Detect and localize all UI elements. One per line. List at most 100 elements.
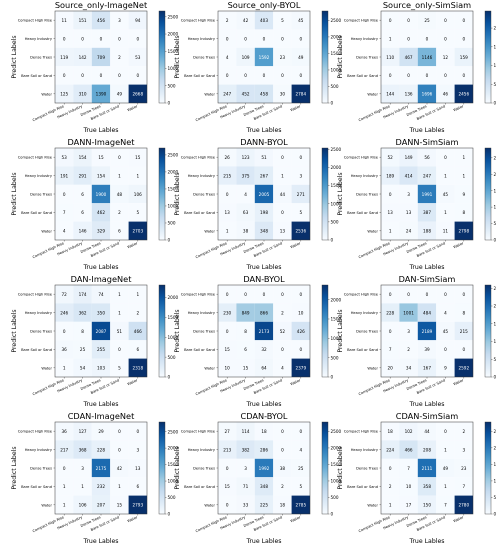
- heatmap-cell: [273, 358, 292, 377]
- cell-value-label: 4: [63, 229, 66, 234]
- y-tick-label: Water: [204, 366, 215, 370]
- cell-value-label: 866: [260, 310, 268, 315]
- heatmap-cell: [110, 458, 129, 478]
- cell-value-label: 368: [79, 447, 87, 452]
- heatmap-cell: [291, 203, 310, 222]
- cell-value-label: 208: [423, 447, 431, 452]
- cell-value-label: 9: [462, 192, 465, 197]
- heatmap-cell: [91, 340, 111, 359]
- cell-value-label: 348: [260, 229, 268, 234]
- heatmap-cell: [218, 340, 237, 359]
- x-tick-label: Water: [127, 241, 139, 249]
- heatmap-cell: [454, 495, 473, 514]
- cell-value-label: 1001: [403, 310, 414, 315]
- heatmap-cell: [55, 47, 74, 67]
- heatmap-cell: [218, 285, 237, 304]
- colorbar-tick-label: 1500: [168, 315, 179, 320]
- y-tick-label: Water: [367, 92, 378, 96]
- cell-value-label: 51: [117, 329, 123, 334]
- heatmap-cell: [454, 166, 473, 185]
- y-axis-label: Predict Labels: [11, 172, 18, 215]
- heatmap-cell: [218, 29, 237, 48]
- cell-value-label: 142: [79, 55, 87, 60]
- cell-value-label: 0: [281, 36, 284, 41]
- cell-value-label: 2: [462, 429, 465, 434]
- y-tick-label: Compact High Rise: [181, 293, 216, 297]
- cell-value-label: 2798: [458, 229, 469, 234]
- colorbar: [321, 284, 329, 378]
- heatmap-cell: [436, 358, 455, 377]
- y-tick-label: Water: [367, 229, 378, 233]
- heatmap-cell: [218, 84, 237, 103]
- cell-value-label: 271: [297, 192, 305, 197]
- heatmap-cell: [218, 358, 237, 377]
- cell-value-label: 18: [261, 429, 267, 434]
- heatmap-cell: [128, 84, 147, 103]
- cell-value-label: 0: [63, 73, 66, 78]
- cell-value-label: 0: [389, 292, 392, 297]
- heatmap-cell: [91, 458, 111, 478]
- cell-value-label: 2: [281, 484, 284, 489]
- cell-value-label: 94: [135, 18, 141, 23]
- heatmap-cell: [73, 148, 92, 167]
- cell-value-label: 12: [443, 55, 449, 60]
- cell-value-label: 0: [389, 466, 392, 471]
- cell-value-label: 267: [260, 173, 268, 178]
- heatmap-cell: [417, 148, 437, 167]
- heatmap-cell: [436, 66, 455, 85]
- colorbar-tick-label: 1000: [494, 479, 496, 484]
- heatmap-cell: [128, 29, 147, 48]
- cell-value-label: 74: [98, 292, 104, 297]
- cell-value-label: 33: [243, 503, 249, 508]
- heatmap-cell: [399, 422, 418, 441]
- cell-value-label: 0: [281, 155, 284, 160]
- heatmap-cell: [273, 422, 292, 441]
- y-tick-label: Bare Soil or Sand: [347, 485, 378, 489]
- y-axis-label: Predict Labels: [174, 172, 181, 215]
- cell-value-label: 1: [389, 36, 392, 41]
- heatmap-cell: [128, 148, 147, 167]
- colorbar-tick-label: 2500: [494, 429, 496, 434]
- cell-value-label: 0: [462, 292, 465, 297]
- panel-title: CDAN-SimSiam: [396, 411, 458, 421]
- heatmap-cell: [454, 29, 473, 48]
- heatmap-cell: [128, 66, 147, 85]
- cell-value-label: 225: [260, 503, 268, 508]
- heatmap-cell: [417, 29, 437, 48]
- cell-value-label: 44: [424, 429, 430, 434]
- cell-value-label: 452: [242, 92, 250, 97]
- colorbar-tick-label: 2500: [168, 14, 179, 19]
- heatmap-cell: [236, 166, 255, 185]
- heatmap-cell: [128, 495, 147, 514]
- y-tick-label: Compact High Rise: [18, 430, 53, 434]
- cell-value-label: 136: [405, 92, 413, 97]
- heatmap-cell: [91, 303, 111, 322]
- cell-value-label: 20: [388, 366, 394, 371]
- y-axis-label: Predict Labels: [337, 446, 344, 489]
- colorbar: [321, 421, 329, 515]
- colorbar-tick-label: 1500: [331, 462, 342, 467]
- cell-value-label: 2: [118, 55, 121, 60]
- colorbar-tick-label: 2500: [494, 286, 496, 291]
- cell-value-label: 329: [97, 229, 105, 234]
- heatmap-cell: [55, 184, 74, 204]
- colorbar-tick-label: 1500: [168, 462, 179, 467]
- heatmap-cell: [273, 285, 292, 304]
- y-tick-label: Dense Trees: [30, 56, 52, 60]
- cell-value-label: 0: [281, 429, 284, 434]
- cell-value-label: 106: [134, 192, 142, 197]
- heatmap-cell: [73, 166, 92, 185]
- heatmap-cell: [55, 221, 74, 240]
- heatmap-cell: [91, 358, 111, 377]
- cell-value-label: 348: [260, 484, 268, 489]
- colorbar-tick-label: 0: [168, 375, 171, 380]
- y-tick-label: Compact High Rise: [18, 19, 53, 23]
- cell-value-label: 13: [406, 210, 412, 215]
- heatmap-cell: [273, 84, 292, 103]
- confusion-matrix-panel: Source_only-ImageNet 11 151 456 3 94 0 0 0 0 0 119 1…: [11, 0, 178, 134]
- cell-value-label: 54: [80, 366, 86, 371]
- colorbar-tick-label: 1000: [168, 479, 179, 484]
- cell-value-label: 0: [226, 73, 229, 78]
- colorbar-tick-label: 2000: [494, 26, 496, 31]
